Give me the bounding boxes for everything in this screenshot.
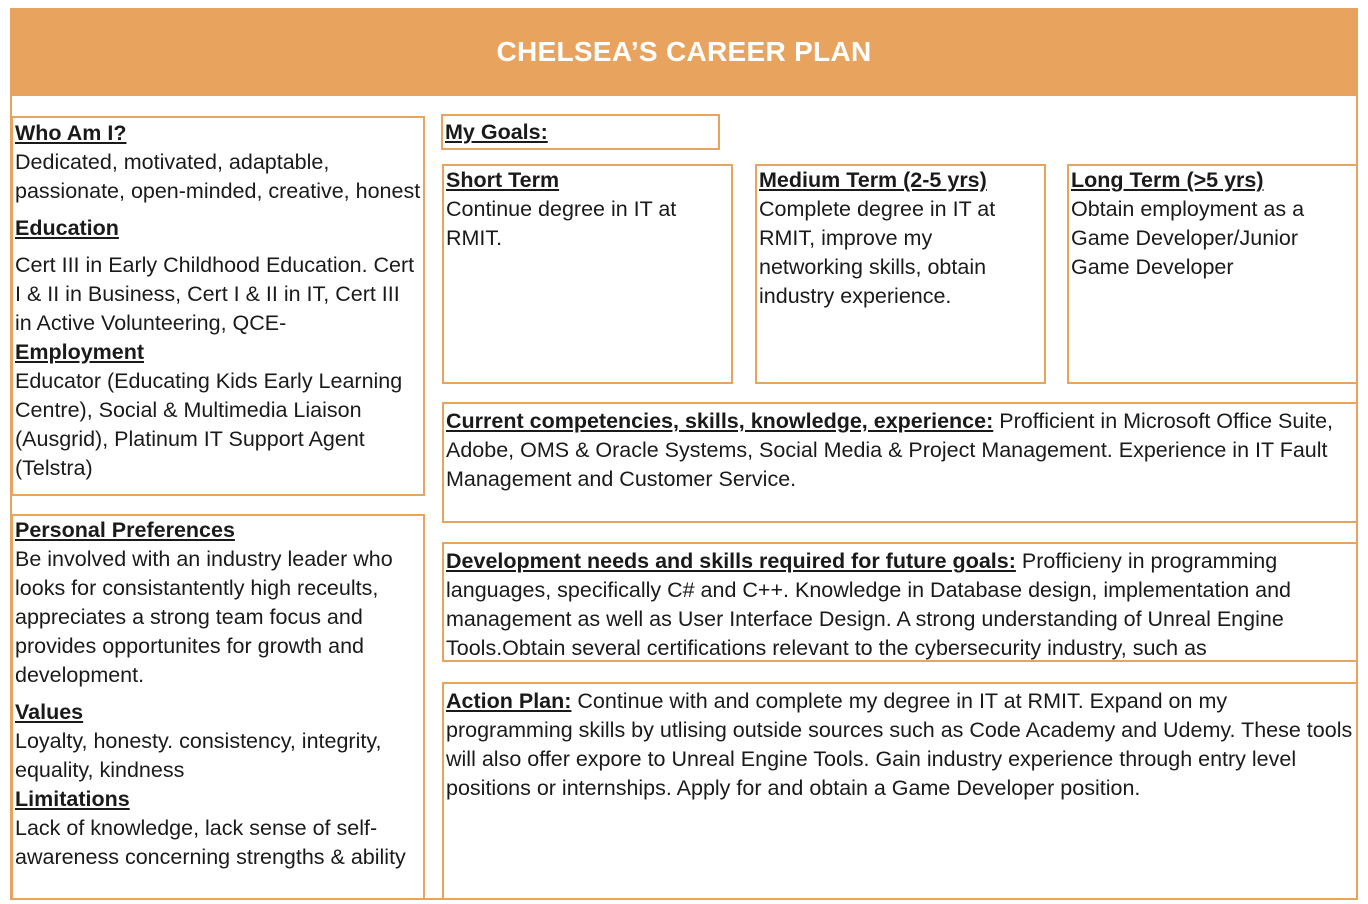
action-plan-box: Action Plan: Continue with and complete …: [442, 682, 1358, 900]
long-term-heading: Long Term (>5 yrs): [1071, 168, 1264, 192]
title-banner: CHELSEA’S CAREER PLAN: [10, 8, 1358, 96]
competencies-text: Profficient in Microsoft Office Suite, A…: [446, 409, 1334, 491]
development-box: Development needs and skills required fo…: [442, 542, 1358, 662]
preferences-box: Personal Preferences Be involved with an…: [11, 514, 425, 900]
my-goals-heading: My Goals:: [445, 120, 548, 144]
personal-preferences-text: Be involved with an industry leader who …: [15, 547, 393, 687]
values-text: Loyalty, honesty. consistency, integrity…: [15, 729, 382, 782]
short-term-heading: Short Term: [446, 168, 560, 192]
about-box: Who Am I? Dedicated, motivated, adaptabl…: [11, 116, 425, 496]
medium-term-heading: Medium Term (2-5 yrs): [759, 168, 987, 192]
employment-heading: Employment: [15, 340, 145, 364]
competencies-heading: Current competencies, skills, knowledge,…: [446, 409, 994, 433]
medium-term-box: Medium Term (2-5 yrs) Complete degree in…: [755, 164, 1046, 384]
action-plan-heading: Action Plan:: [446, 689, 572, 713]
development-heading: Development needs and skills required fo…: [446, 549, 1016, 573]
limitations-text: Lack of knowledge, lack sense of self-aw…: [15, 816, 406, 869]
values-heading: Values: [15, 700, 84, 724]
action-plan-text: Continue with and complete my degree in …: [446, 689, 1353, 800]
education-text: Cert III in Early Childhood Education. C…: [15, 253, 415, 335]
medium-term-text: Complete degree in IT at RMIT, improve m…: [759, 197, 996, 308]
page-title: CHELSEA’S CAREER PLAN: [496, 36, 872, 67]
my-goals-box: My Goals:: [441, 114, 720, 150]
personal-preferences-heading: Personal Preferences: [15, 518, 235, 542]
who-am-i-text: Dedicated, motivated, adaptable, passion…: [15, 150, 421, 203]
development-text: Profficieny in programming languages, sp…: [446, 549, 1292, 660]
employment-text: Educator (Educating Kids Early Learning …: [15, 369, 403, 480]
long-term-box: Long Term (>5 yrs) Obtain employment as …: [1067, 164, 1358, 384]
limitations-heading: Limitations: [15, 787, 130, 811]
short-term-text: Continue degree in IT at RMIT.: [446, 197, 677, 250]
competencies-box: Current competencies, skills, knowledge,…: [442, 402, 1358, 523]
education-heading: Education: [15, 216, 119, 240]
who-am-i-heading: Who Am I?: [15, 121, 127, 145]
long-term-text: Obtain employment as a Game Developer/Ju…: [1071, 197, 1305, 279]
short-term-box: Short Term Continue degree in IT at RMIT…: [442, 164, 733, 384]
